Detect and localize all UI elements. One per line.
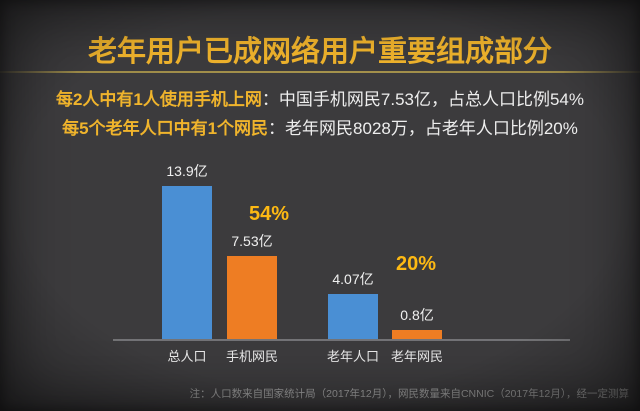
bar-rect-elderly-netizens [392,330,442,339]
bar-group-elderly-population: 4.07亿 老年人口 [327,269,379,364]
page-title: 老年用户已成网络用户重要组成部分 [87,36,552,68]
bar-value-label: 0.8亿 [400,307,434,323]
subtitle-rest-elderly: ：老年网民8028万，占老年人口比例20% [268,119,578,138]
bar-value-label: 4.07亿 [332,271,374,287]
percent-annotation-20: 20% [396,253,437,275]
chart-baseline [113,339,570,341]
bar-group-mobile-netizens: 7.53亿 手机网民 [226,231,278,364]
subtitle-line-elderly: 每5个老年人口中有1个网民：老年网民8028万，占老年人口比例20% [0,114,640,139]
footnote: 注：人口数来自国家统计局（2017年12月），网民数量来自CNNIC（2017年… [189,388,629,400]
title-divider-line [0,71,640,73]
bar-category-label: 老年网民 [390,349,444,364]
bar-group-elderly-netizens: 0.8亿 老年网民 [391,305,443,364]
bar-category-label: 总人口 [167,349,207,364]
subtitle-rest-mobile: ：中国手机网民7.53亿，占总人口比例54% [261,90,585,109]
percent-annotation-54: 54% [249,203,290,225]
bar-rect-mobile-netizens [227,256,277,339]
subtitle-line-mobile: 每2人中有1人使用手机上网：中国手机网民7.53亿，占总人口比例54% [0,85,640,110]
bar-group-total-population: 13.9亿 总人口 [162,161,212,364]
bar-rect-total-population [162,186,212,339]
subtitle-highlight-mobile: 每2人中有1人使用手机上网 [55,90,262,109]
bar-rect-elderly-population [328,294,378,339]
subtitle-highlight-elderly: 每5个老年人口中有1个网民 [62,119,269,138]
bar-category-label: 老年人口 [326,349,380,364]
bar-value-label: 13.9亿 [166,163,208,179]
bar-category-label: 手机网民 [225,349,279,364]
bar-value-label: 7.53亿 [231,233,273,249]
